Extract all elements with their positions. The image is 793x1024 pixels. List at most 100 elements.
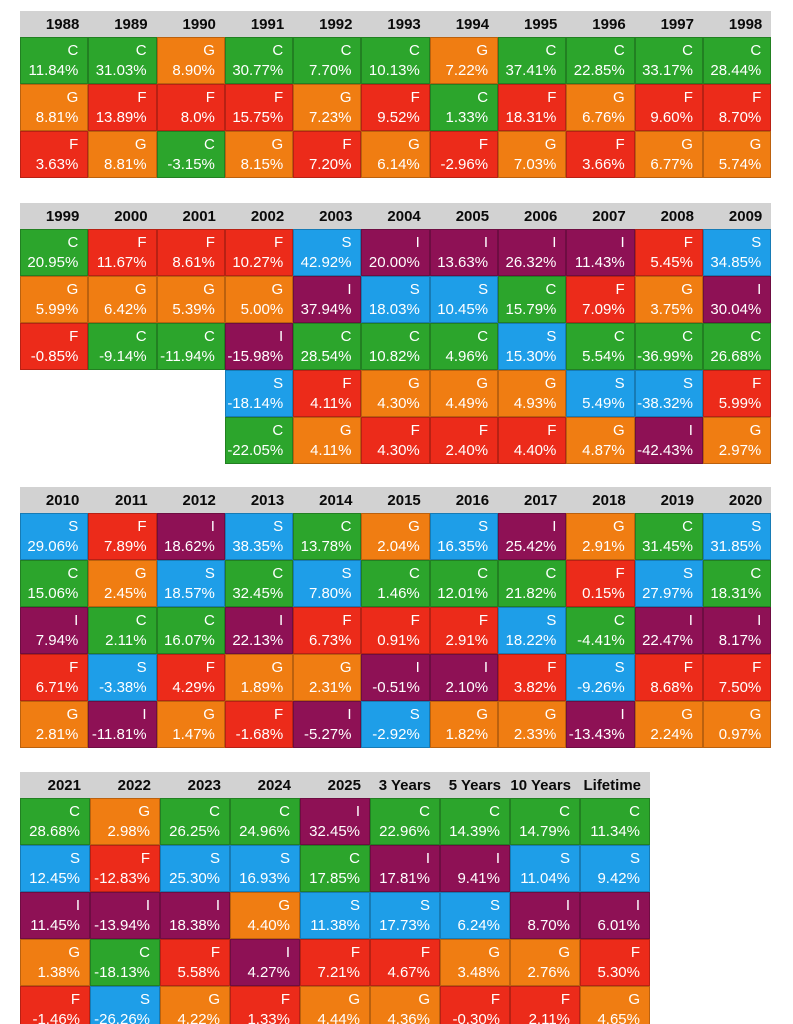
return-cell: S -2.92%	[361, 701, 430, 748]
fund-letter: C	[204, 136, 215, 153]
return-cell: G 4.22%	[160, 986, 230, 1024]
return-value: 8.70%	[527, 917, 570, 934]
return-value: 18.57%	[164, 585, 215, 602]
return-cell: S 16.93%	[230, 845, 300, 892]
return-cell: F -0.85%	[20, 323, 89, 370]
column-header: 2021	[20, 772, 90, 798]
fund-letter: I	[74, 612, 79, 629]
fund-letter: I	[210, 518, 215, 535]
return-value: 11.45%	[30, 917, 80, 934]
fund-letter: F	[137, 89, 147, 106]
fund-letter: S	[273, 375, 284, 392]
return-cell: C 13.78%	[293, 513, 362, 560]
return-value: 4.29%	[172, 679, 215, 696]
fund-letter: G	[134, 565, 147, 582]
return-value: 27.97%	[642, 585, 693, 602]
return-cell: F 7.09%	[566, 276, 635, 323]
fund-letter: I	[285, 944, 290, 961]
return-value: 26.25%	[169, 823, 220, 840]
return-value: 18.31%	[710, 585, 762, 602]
fund-letter: S	[136, 659, 147, 676]
return-cell: S 31.85%	[702, 513, 772, 560]
return-cell: S 18.57%	[156, 560, 225, 607]
column-header: 1997	[634, 11, 703, 37]
return-value: 13.78%	[300, 538, 352, 555]
return-value: 5.49%	[582, 395, 625, 412]
return-value: -0.30%	[452, 1011, 500, 1024]
return-value: 18.62%	[164, 538, 215, 555]
return-value: 31.45%	[642, 538, 693, 555]
return-value: 5.58%	[177, 964, 220, 981]
return-cell: C -36.99%	[634, 323, 703, 370]
fund-letter: G	[408, 136, 420, 153]
return-value: -9.14%	[99, 348, 147, 365]
return-cell: G 3.75%	[634, 276, 703, 323]
return-cell: F 2.40%	[429, 417, 499, 464]
return-cell: S 17.73%	[370, 892, 440, 939]
return-value: 26.68%	[710, 348, 762, 365]
return-cell: C 28.44%	[702, 37, 772, 84]
return-cell: C 11.84%	[20, 37, 89, 84]
return-value: -22.05%	[227, 442, 284, 459]
return-cell: C 16.07%	[156, 607, 225, 654]
fund-letter: C	[272, 42, 284, 59]
fund-letter: F	[478, 612, 489, 629]
return-cell: I 13.63%	[429, 229, 499, 276]
column-header: 2019	[634, 487, 703, 513]
fund-letter: F	[615, 136, 625, 153]
fund-letter: S	[614, 375, 625, 392]
return-value: 11.84%	[28, 62, 79, 79]
fund-letter: F	[274, 89, 284, 106]
column-header: 2002	[224, 203, 294, 229]
return-value: 1.33%	[445, 109, 489, 126]
return-value: 24.96%	[239, 823, 290, 840]
fund-letter: I	[688, 422, 693, 439]
fund-letter: F	[410, 89, 420, 106]
return-cell: F 4.29%	[156, 654, 225, 701]
fund-letter: G	[348, 991, 360, 1008]
return-cell: I 22.13%	[224, 607, 294, 654]
fund-letter: G	[66, 706, 79, 723]
return-cell: F 10.27%	[224, 229, 294, 276]
return-value: -15.98%	[227, 348, 284, 365]
return-cell: I -15.98%	[224, 323, 294, 370]
return-value: 2.10%	[445, 679, 489, 696]
column-header: 2013	[224, 487, 294, 513]
fund-letter: C	[545, 565, 557, 582]
fund-letter: F	[205, 659, 215, 676]
fund-letter: I	[415, 234, 420, 251]
returns-section-2010-2020: 2010 S 29.06% C 15.06% I 7.94% F 6.71% G 2.81% 2011…	[20, 487, 793, 748]
return-value: 1.82%	[445, 726, 489, 743]
fund-letter: F	[478, 422, 489, 439]
return-value: 33.17%	[642, 62, 693, 79]
return-cell: I -5.27%	[293, 701, 362, 748]
return-value: 2.31%	[308, 679, 352, 696]
return-cell: C 2.11%	[88, 607, 157, 654]
return-cell: S 18.22%	[498, 607, 567, 654]
return-cell: F 8.68%	[634, 654, 703, 701]
return-cell: F 1.33%	[230, 986, 300, 1024]
column-header: 1993	[361, 11, 430, 37]
fund-letter: I	[620, 706, 625, 723]
fund-letter: F	[547, 659, 557, 676]
fund-letter: G	[203, 281, 215, 298]
return-value: 11.34%	[590, 823, 640, 840]
return-value: 8.81%	[35, 109, 79, 126]
return-value: 25.30%	[169, 870, 220, 887]
fund-letter: F	[274, 234, 284, 251]
return-value: 9.52%	[377, 109, 420, 126]
column-header: 2017	[498, 487, 567, 513]
return-cell: G 1.47%	[156, 701, 225, 748]
return-cell: F 5.45%	[634, 229, 703, 276]
return-cell: S -26.26%	[90, 986, 160, 1024]
return-value: 1.47%	[172, 726, 215, 743]
return-cell: S -38.32%	[634, 370, 703, 417]
return-cell: C -22.05%	[224, 417, 294, 464]
return-cell: C 4.96%	[429, 323, 499, 370]
return-cell: C 22.85%	[566, 37, 635, 84]
return-cell: C 28.54%	[293, 323, 362, 370]
return-cell: C -11.94%	[156, 323, 225, 370]
fund-letter: F	[69, 136, 79, 153]
return-value: -0.51%	[372, 679, 420, 696]
return-value: 12.45%	[29, 870, 80, 887]
